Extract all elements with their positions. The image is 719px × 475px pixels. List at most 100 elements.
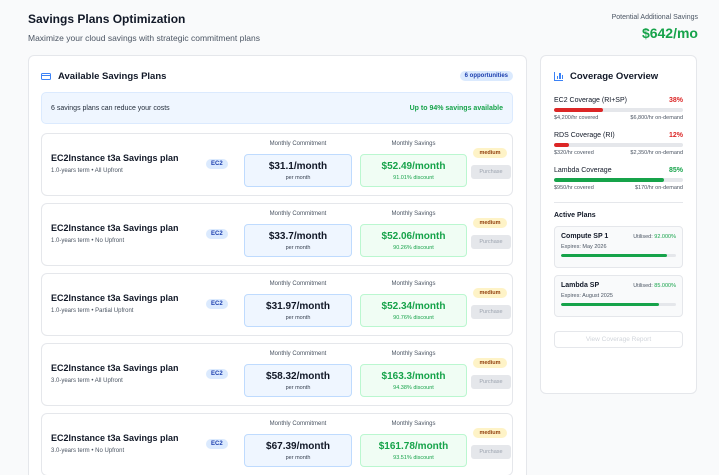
active-plans-list: Compute SP 1 Utilised: 92.000% Expires: … [554,226,683,317]
coverage-header: Coverage Overview [554,68,683,84]
commitment-value: $67.39/month [266,441,330,452]
plan-term: 3.0-years term • All Upfront [51,378,123,384]
plan-name: EC2Instance t3a Savings plan [51,153,179,163]
coverage-percent: 38% [668,97,683,104]
commitment-value: $31.97/month [266,301,330,312]
active-plan-utilised: Utilised: 85.000% [633,283,676,289]
commitment-per-month: per month [285,455,311,461]
plan-card: EC2Instance t3a Savings plan 1.0-years t… [41,273,513,336]
savings-value: $161.78/month [378,441,449,452]
plan-name: EC2Instance t3a Savings plan [51,293,179,303]
coverage-percent: 85% [668,167,683,174]
coverage-covered: $4,200/hr covered [554,115,599,121]
plan-term: 1.0-years term • All Upfront [51,168,123,174]
utilised-value: 85.000% [654,283,676,289]
coverage-bar [554,108,683,112]
plan-type-badge: EC2 [206,159,228,169]
coverage-ondemand: $6,800/hr on-demand [630,115,683,121]
utilisation-bar-fill [561,254,667,257]
coverage-covered: $950/hr covered [554,185,594,191]
coverage-label: RDS Coverage (RI) [554,132,615,139]
active-plan-utilised: Utilised: 92.000% [633,234,676,240]
plan-term: 3.0-years term • No Upfront [51,448,125,454]
coverage-ondemand: $170/hr on-demand [634,185,683,191]
priority-badge: medium [473,148,507,158]
bar-chart-icon [554,71,563,81]
commitment-label: Monthly Commitment [269,141,327,147]
savings-box: $52.34/month 90.76% discount [360,294,467,327]
priority-badge: medium [473,218,507,228]
coverage-bar [554,178,683,182]
purchase-button[interactable]: Purchase [471,305,511,319]
commitment-box: $58.32/month per month [244,364,352,397]
potential-savings-label: Potential Additional Savings [611,14,698,21]
coverage-item: Lambda Coverage 85% $950/hr covered $170… [554,167,683,191]
purchase-button[interactable]: Purchase [471,445,511,459]
utilisation-bar [561,303,676,306]
plan-type-badge: EC2 [206,299,228,309]
priority-badge: medium [473,428,507,438]
plan-type-badge: EC2 [206,369,228,379]
commitment-value: $31.1/month [268,161,328,172]
savings-box: $52.49/month 91.01% discount [360,154,467,187]
coverage-title: Coverage Overview [570,70,659,82]
available-plans-panel: Available Savings Plans 6 opportunities … [28,55,527,475]
view-coverage-report-button[interactable]: View Coverage Report [554,331,683,348]
coverage-detail: $950/hr covered $170/hr on-demand [554,185,683,191]
coverage-panel: Coverage Overview EC2 Coverage (RI+SP) 3… [540,55,697,394]
plan-card: EC2Instance t3a Savings plan 1.0-years t… [41,203,513,266]
active-plan-name: Lambda SP [561,282,600,289]
potential-savings-value: $642/mo [641,25,698,41]
active-plan-name: Compute SP 1 [561,233,609,240]
savings-discount: 93.51% discount [393,455,434,461]
utilised-label: Utilised: [633,283,653,289]
coverage-item: EC2 Coverage (RI+SP) 38% $4,200/hr cover… [554,97,683,121]
plan-name: EC2Instance t3a Savings plan [51,363,179,373]
utilised-value: 92.000% [654,234,676,240]
savings-value: $52.06/month [381,231,446,242]
plan-name: EC2Instance t3a Savings plan [51,223,179,233]
plan-type-badge: EC2 [206,229,228,239]
page-subtitle: Maximize your cloud savings with strateg… [28,33,260,43]
coverage-detail: $320/hr covered $2,350/hr on-demand [554,150,683,156]
coverage-label: Lambda Coverage [554,167,612,174]
coverage-detail: $4,200/hr covered $6,800/hr on-demand [554,115,683,121]
savings-discount: 94.38% discount [393,385,434,391]
plan-term: 1.0-years term • Partial Upfront [51,308,134,314]
commitment-per-month: per month [285,245,311,251]
plan-card: EC2Instance t3a Savings plan 1.0-years t… [41,133,513,196]
available-plans-title: Available Savings Plans [58,70,167,82]
plan-card: EC2Instance t3a Savings plan 3.0-years t… [41,343,513,406]
savings-discount: 90.26% discount [393,245,434,251]
coverage-percent: 12% [668,132,683,139]
banner-text: 6 savings plans can reduce your costs [51,104,170,112]
savings-discount: 91.01% discount [393,175,434,181]
opportunities-badge: 6 opportunities [459,71,513,81]
coverage-ondemand: $2,350/hr on-demand [630,150,683,156]
coverage-item: RDS Coverage (RI) 12% $320/hr covered $2… [554,132,683,156]
savings-label: Monthly Savings [391,351,436,357]
savings-box: $163.3/month 94.38% discount [360,364,467,397]
active-plans-title: Active Plans [554,212,596,219]
coverage-bar-fill [554,178,664,182]
savings-label: Monthly Savings [391,211,436,217]
purchase-button[interactable]: Purchase [471,375,511,389]
coverage-row: Lambda Coverage 85% [554,167,683,174]
commitment-label: Monthly Commitment [269,421,327,427]
commitment-per-month: per month [285,175,311,181]
coverage-list: EC2 Coverage (RI+SP) 38% $4,200/hr cover… [554,97,683,191]
potential-savings: Potential Additional Savings $642/mo [612,12,698,41]
purchase-button[interactable]: Purchase [471,235,511,249]
coverage-covered: $320/hr covered [554,150,594,156]
commitment-value: $58.32/month [266,371,330,382]
divider [554,202,683,203]
coverage-label: EC2 Coverage (RI+SP) [554,97,627,104]
coverage-title-wrap: Coverage Overview [554,71,658,82]
commitment-label: Monthly Commitment [269,211,327,217]
savings-value: $52.49/month [381,161,446,172]
commitment-per-month: per month [285,385,311,391]
purchase-button[interactable]: Purchase [471,165,511,179]
available-plans-title-wrap: Available Savings Plans [41,71,166,82]
coverage-row: RDS Coverage (RI) 12% [554,132,683,139]
commitment-label: Monthly Commitment [269,351,327,357]
